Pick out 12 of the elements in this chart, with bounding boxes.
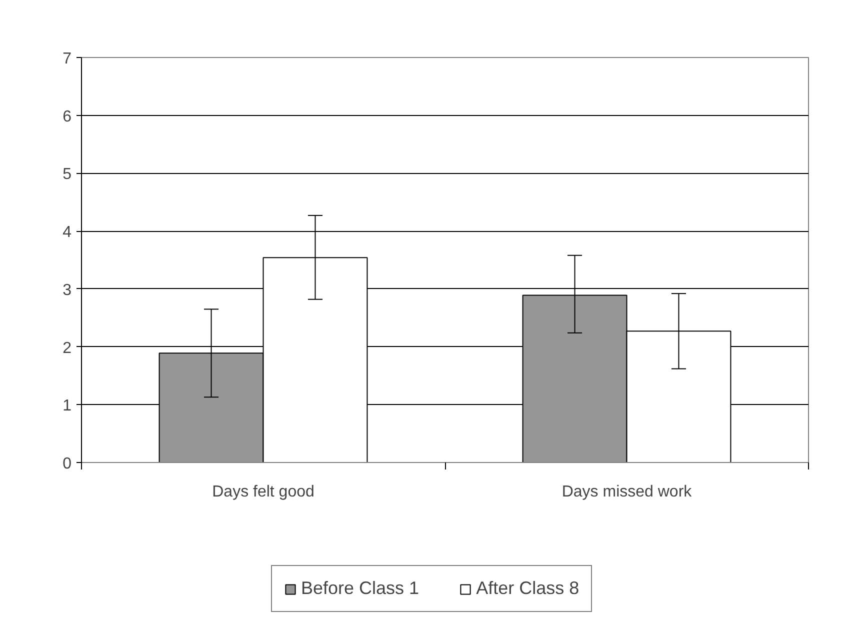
- y-tick-label: 7: [62, 50, 72, 68]
- y-tick-label: 3: [62, 282, 72, 299]
- x-tick-label: Days felt good: [212, 484, 314, 500]
- y-tick-label: 1: [62, 398, 72, 415]
- y-tick-label: 5: [62, 166, 72, 184]
- x-tick-label: Days missed work: [562, 484, 693, 500]
- y-tick-label: 2: [62, 340, 72, 357]
- y-tick-label: 4: [62, 224, 72, 242]
- legend-label: After Class 8: [476, 578, 580, 599]
- y-tick-label: 6: [62, 108, 72, 126]
- legend-label: Before Class 1: [301, 578, 420, 599]
- y-tick-label: 0: [62, 456, 72, 472]
